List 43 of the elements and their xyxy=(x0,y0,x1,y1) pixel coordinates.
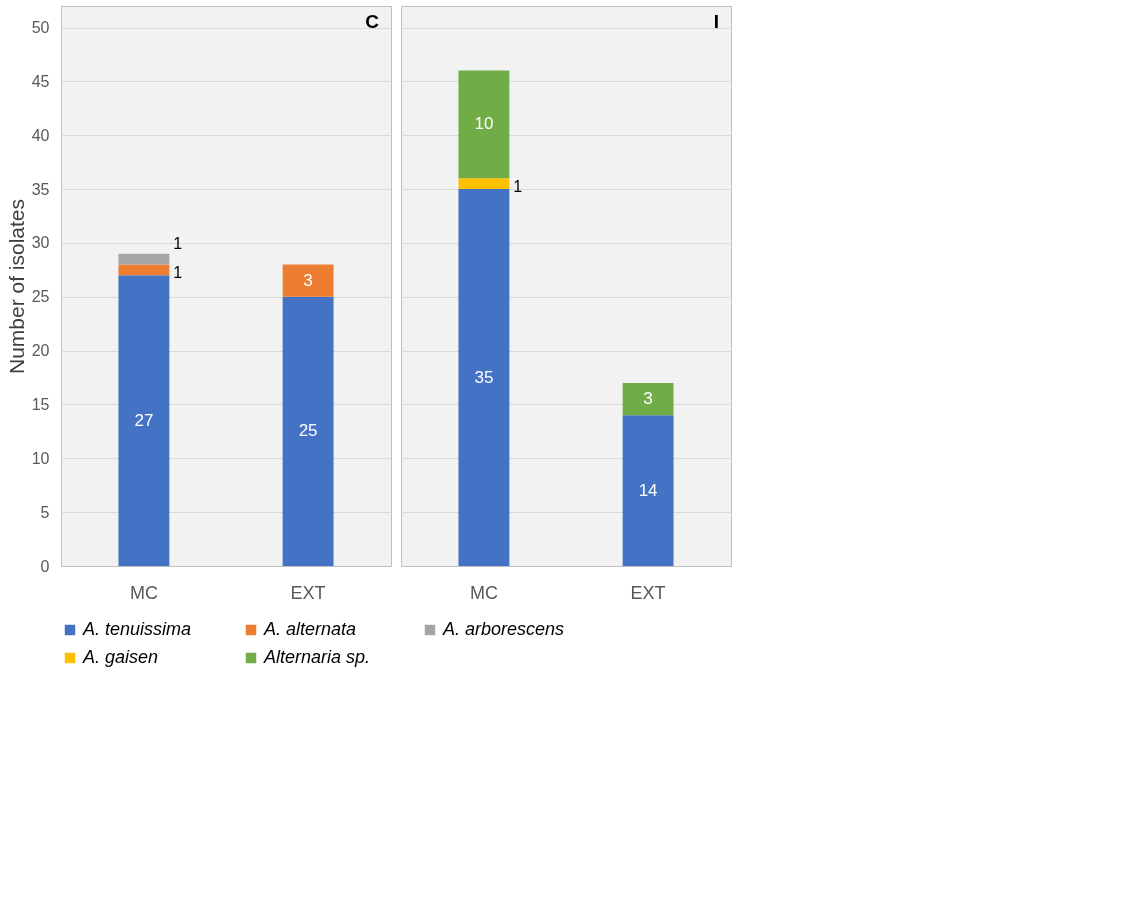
data-label: 10 xyxy=(474,114,494,134)
y-tick-label: 35 xyxy=(31,180,50,198)
x-tick-label: MC xyxy=(469,582,498,603)
legend-label: A. arborescens xyxy=(442,619,565,639)
data-label: 1 xyxy=(173,235,183,252)
bar xyxy=(282,296,334,566)
bar xyxy=(118,253,170,265)
bar xyxy=(458,70,510,179)
bar xyxy=(282,264,334,297)
bar xyxy=(118,264,170,276)
y-tick-label: 20 xyxy=(31,342,50,360)
legend-label: A. tenuissima xyxy=(82,619,192,639)
bar xyxy=(458,189,510,566)
y-tick-label: 10 xyxy=(31,449,50,467)
data-label: 3 xyxy=(643,389,653,409)
data-label: 25 xyxy=(298,421,318,441)
x-tick-label: EXT xyxy=(290,582,326,603)
bar xyxy=(622,382,674,416)
y-tick-label: 50 xyxy=(31,19,50,37)
data-label: 14 xyxy=(638,480,658,500)
legend-label: Alternaria sp. xyxy=(263,647,371,667)
x-tick-label: EXT xyxy=(630,582,666,603)
data-label: 35 xyxy=(474,367,494,387)
y-tick-label: 5 xyxy=(40,503,50,521)
chart-title: C xyxy=(365,11,380,32)
chart-title: I xyxy=(713,11,719,32)
bar xyxy=(622,415,674,566)
legend-label: A. alternata xyxy=(263,619,357,639)
x-tick-label: MC xyxy=(129,582,158,603)
y-axis-title: Number of isolates xyxy=(4,198,28,375)
y-tick-label: 40 xyxy=(31,126,50,144)
data-label: 3 xyxy=(303,270,313,290)
y-tick-label: 25 xyxy=(31,288,50,306)
y-tick-label: 45 xyxy=(31,72,50,90)
y-tick-label: 30 xyxy=(31,234,50,252)
bar xyxy=(458,178,510,190)
y-tick-label: 15 xyxy=(31,395,50,413)
y-tick-label: 0 xyxy=(40,557,50,575)
data-label: 1 xyxy=(513,177,523,195)
data-label: 1 xyxy=(173,264,183,282)
data-label: 27 xyxy=(134,410,154,430)
bar xyxy=(118,275,170,566)
legend-label: A. gaisen xyxy=(82,647,159,667)
